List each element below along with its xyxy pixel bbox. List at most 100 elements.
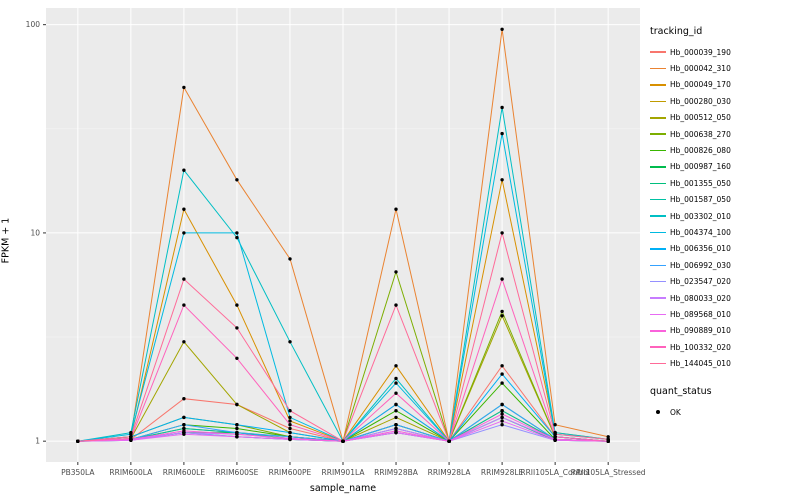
legend-item-Hb_080033_020: Hb_080033_020	[650, 290, 798, 306]
data-point	[606, 435, 610, 439]
legend-item-Hb_089568_010: Hb_089568_010	[650, 306, 798, 322]
legend-item-Hb_006356_010: Hb_006356_010	[650, 241, 798, 257]
data-point	[394, 207, 398, 211]
legend-item-Hb_090889_010: Hb_090889_010	[650, 323, 798, 339]
data-point	[500, 105, 504, 110]
legend-item-label: OK	[670, 407, 681, 417]
data-point	[500, 178, 504, 182]
legend-item-label: Hb_080033_020	[670, 293, 731, 303]
legend-item-Hb_000987_160: Hb_000987_160	[650, 159, 798, 175]
legend-item-Hb_000638_270: Hb_000638_270	[650, 126, 798, 142]
legend-title-quant-status: quant_status	[650, 385, 712, 397]
legend-item-label: Hb_003302_010	[670, 211, 731, 221]
data-point	[182, 85, 186, 90]
data-point	[129, 435, 133, 439]
data-point	[288, 340, 292, 344]
legend-item-label: Hb_089568_010	[670, 309, 731, 319]
legend-item-label: Hb_023547_020	[670, 277, 731, 287]
data-point	[500, 231, 504, 235]
x-tick-label: RRII105LA_Stressed	[571, 468, 646, 477]
data-point	[553, 437, 557, 442]
data-point	[553, 435, 557, 439]
data-point	[182, 277, 186, 281]
series-line-icon	[650, 209, 666, 223]
data-point	[182, 340, 186, 344]
x-tick-label: RRIM600SE	[215, 468, 258, 477]
series-line-icon	[650, 62, 666, 76]
x-tick-label: RRIM928LA	[428, 468, 472, 477]
legend-item-label: Hb_001355_050	[670, 178, 731, 188]
x-axis-title: sample_name	[309, 483, 377, 494]
data-point	[235, 432, 239, 436]
x-tick-label: RRIM928BA	[374, 468, 419, 477]
legend-item-Hb_006992_030: Hb_006992_030	[650, 257, 798, 273]
y-tick-label: 1	[35, 437, 40, 446]
data-point	[500, 423, 504, 427]
data-point	[288, 430, 292, 435]
legend-item-ok: OK	[650, 404, 798, 420]
data-point	[288, 426, 292, 431]
data-point	[182, 397, 186, 401]
data-point	[394, 409, 398, 413]
data-point	[500, 412, 504, 416]
legend-item-Hb_000512_050: Hb_000512_050	[650, 110, 798, 126]
series-line-icon	[650, 94, 666, 108]
legend-item-Hb_000280_030: Hb_000280_030	[650, 93, 798, 109]
data-point	[394, 423, 398, 427]
data-point	[235, 303, 239, 307]
legend-item-label: Hb_000049_170	[670, 80, 731, 90]
legend-item-Hb_000826_080: Hb_000826_080	[650, 142, 798, 158]
series-line-icon	[650, 127, 666, 141]
data-point	[182, 303, 186, 307]
data-point	[394, 426, 398, 431]
data-point	[341, 439, 345, 443]
legend-item-Hb_001355_050: Hb_001355_050	[650, 175, 798, 191]
legend-items: Hb_000039_190 Hb_000042_310 Hb_000049_170 H…	[650, 44, 798, 372]
data-point	[182, 231, 186, 235]
legend-item-Hb_023547_020: Hb_023547_020	[650, 273, 798, 289]
legend-item-Hb_000039_190: Hb_000039_190	[650, 44, 798, 60]
series-line-icon	[650, 258, 666, 272]
data-point	[500, 419, 504, 423]
data-point	[182, 168, 186, 172]
quant-status-legend: quant_status OK	[650, 386, 798, 420]
data-point	[235, 402, 239, 407]
series-line-icon	[650, 307, 666, 321]
x-tick-label: RRIM901LA	[322, 468, 366, 477]
data-point	[235, 326, 239, 330]
data-point	[235, 235, 239, 240]
x-tick-label: RRIM600LE	[163, 468, 206, 477]
legend-title-tracking-id: tracking_id	[650, 26, 703, 37]
data-point	[182, 429, 186, 433]
data-point	[129, 432, 133, 436]
series-line-icon	[650, 275, 666, 289]
data-point	[394, 303, 398, 307]
legend-item-label: Hb_100332_020	[670, 342, 731, 352]
data-point	[553, 423, 557, 427]
data-point	[500, 277, 504, 281]
data-point	[235, 356, 239, 360]
series-line-icon	[650, 225, 666, 239]
data-point	[235, 178, 239, 182]
data-point	[394, 381, 398, 385]
series-line-icon	[650, 176, 666, 190]
data-point	[394, 364, 398, 368]
data-point	[182, 415, 186, 420]
legend-item-Hb_004374_100: Hb_004374_100	[650, 224, 798, 240]
data-point	[288, 436, 292, 441]
y-tick-label: 10	[30, 228, 40, 237]
data-point	[394, 270, 398, 274]
data-point	[500, 314, 504, 318]
data-point	[76, 439, 80, 443]
data-point	[500, 402, 504, 407]
data-point	[394, 376, 398, 381]
series-line-icon	[650, 193, 666, 207]
legend-item-label: Hb_000638_270	[670, 129, 731, 139]
series-line-icon	[650, 291, 666, 305]
legend-item-Hb_144045_010: Hb_144045_010	[650, 355, 798, 371]
data-point	[288, 419, 292, 423]
data-point	[500, 372, 504, 376]
data-point	[182, 426, 186, 431]
data-point	[500, 381, 504, 385]
